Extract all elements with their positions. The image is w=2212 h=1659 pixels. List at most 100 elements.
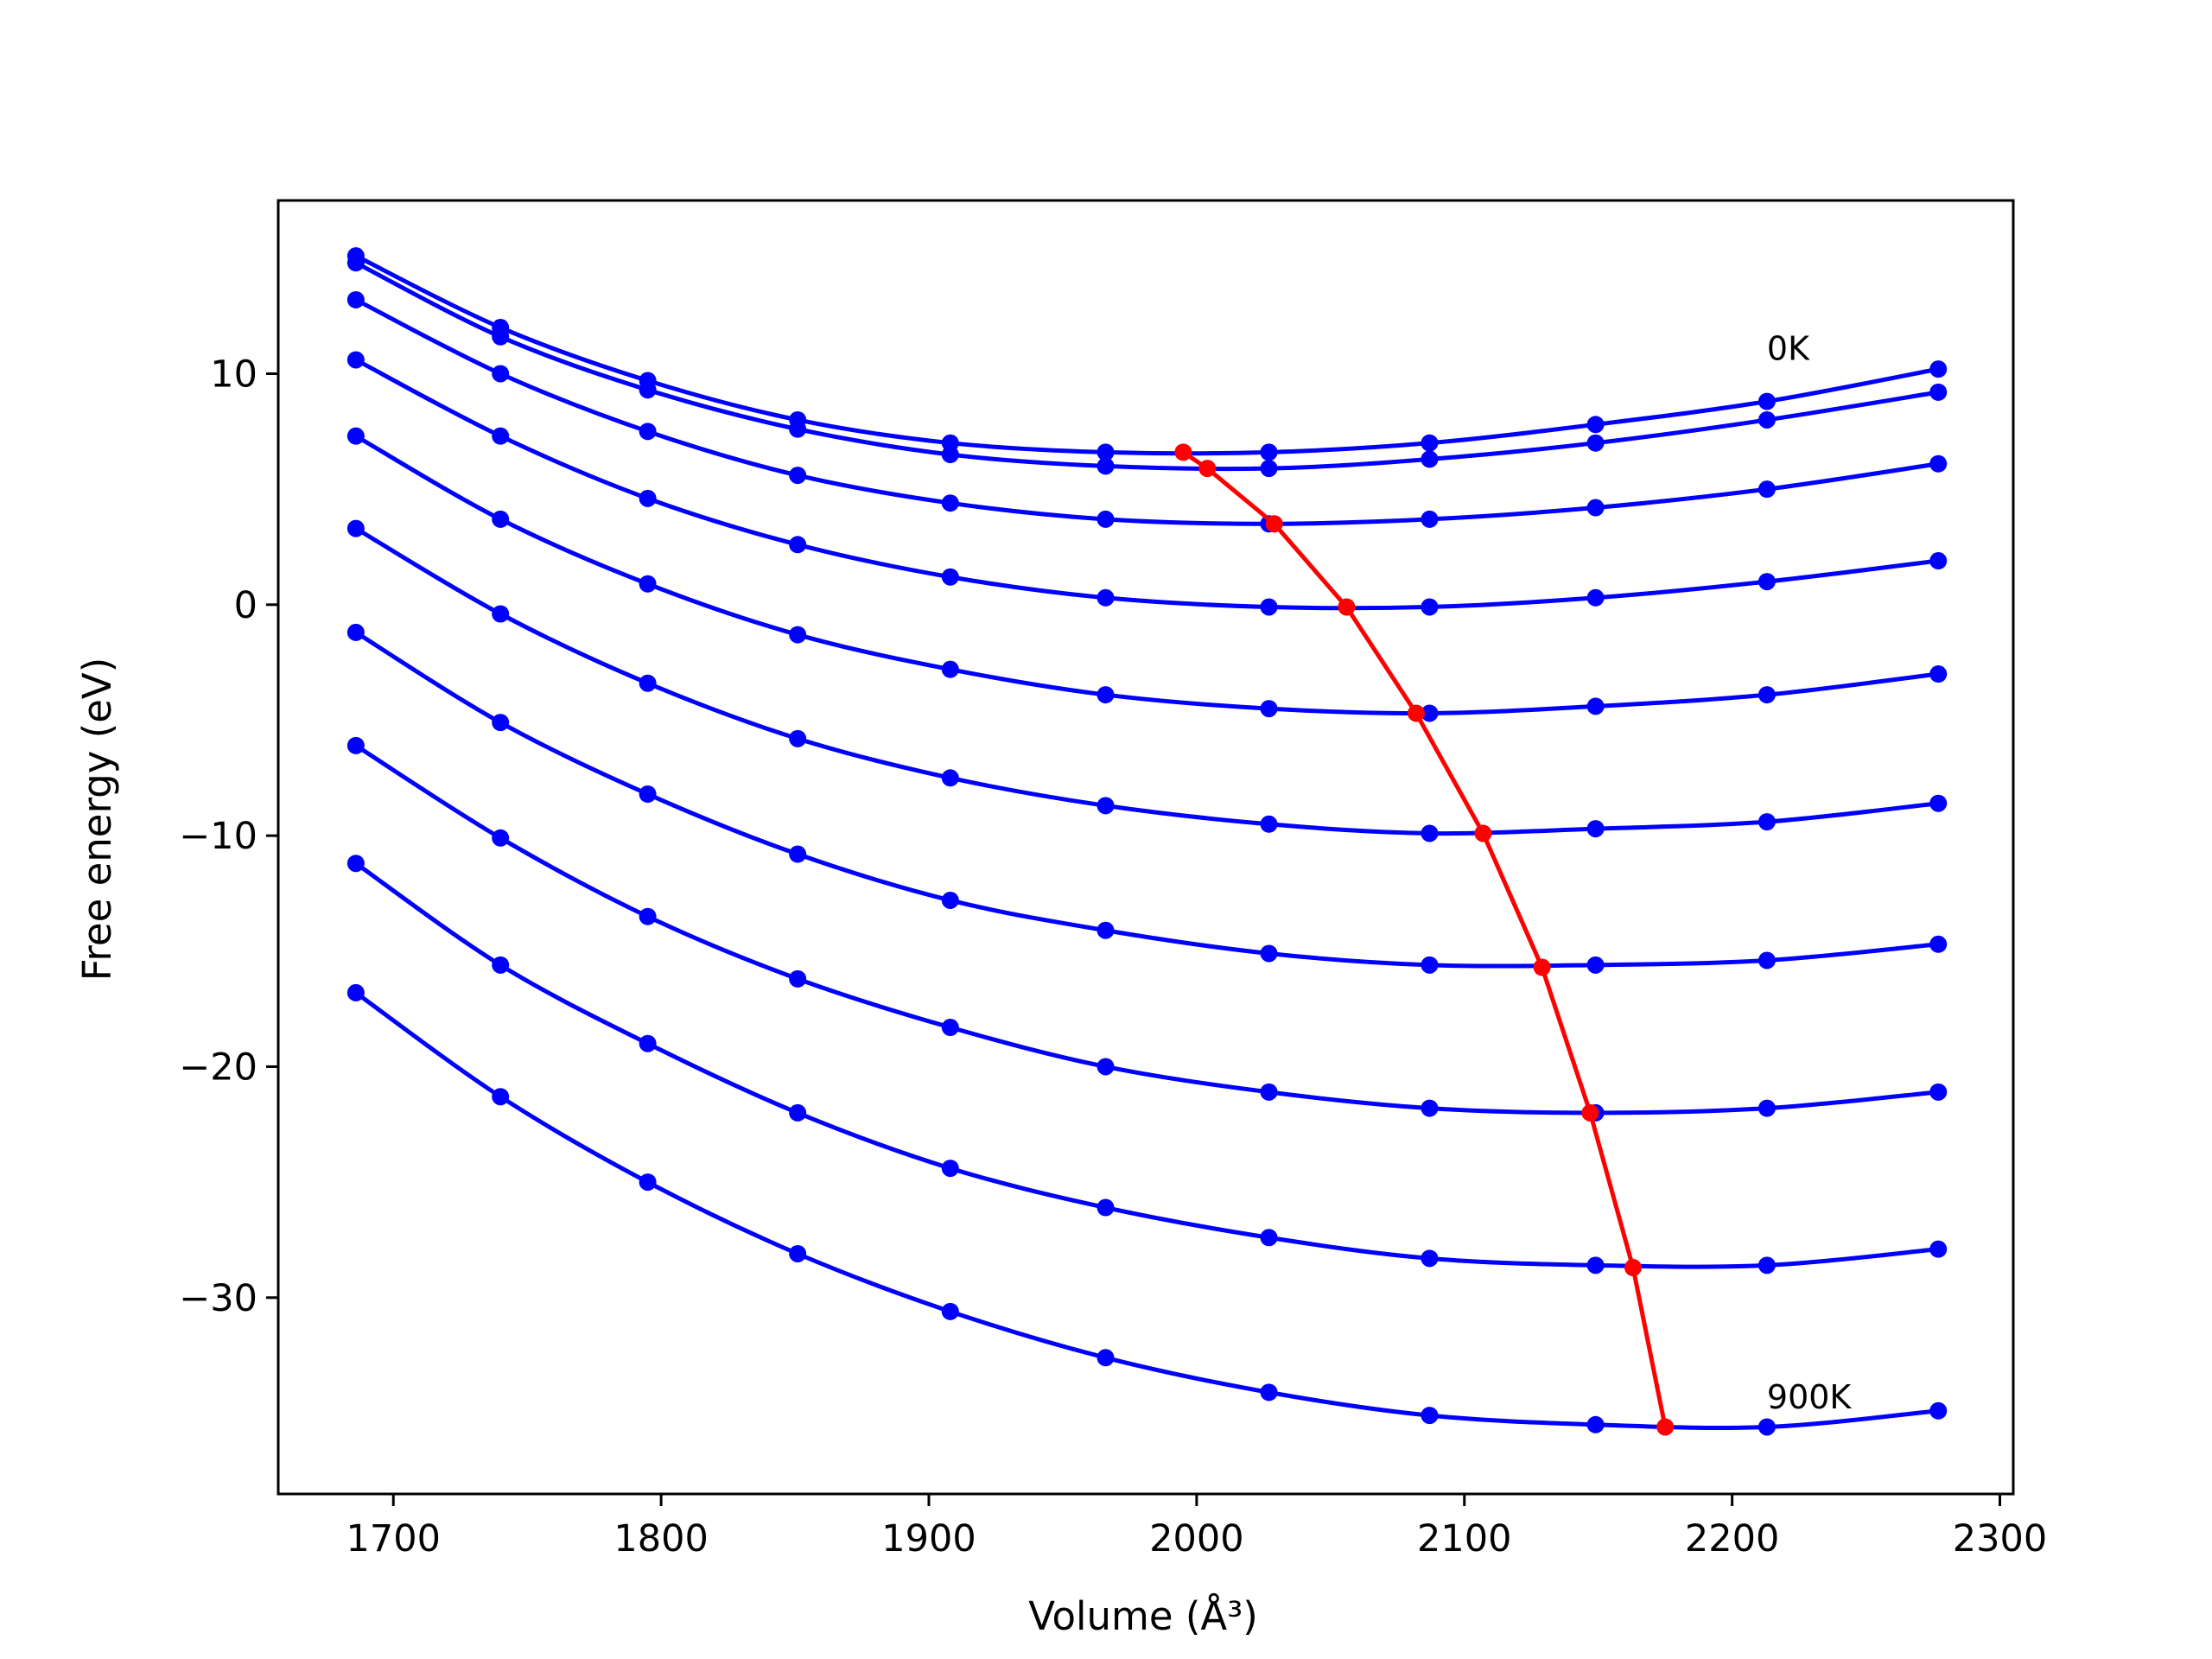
curve-point: [346, 519, 365, 537]
curve-series-8: [346, 855, 1948, 1274]
curve-point: [492, 829, 510, 847]
curve-point: [1421, 1249, 1439, 1268]
curve-point: [789, 845, 807, 863]
annotation-group: 0K 900K: [1767, 329, 1853, 1416]
minima-point: [1338, 598, 1356, 616]
curve-point: [639, 785, 657, 804]
curve-point: [346, 254, 365, 272]
minima-series-group: [1174, 443, 1675, 1436]
y-tick-label: −20: [179, 1046, 257, 1089]
curve-point: [1260, 598, 1278, 616]
curve-series-0: [346, 247, 1948, 461]
minima-point: [1474, 824, 1492, 842]
curve-point: [1421, 824, 1439, 842]
curve-point: [1586, 956, 1605, 974]
curve-point: [1260, 460, 1278, 478]
curve-point: [1758, 392, 1776, 410]
curve-point: [1929, 1083, 1948, 1101]
axes-border: [276, 199, 2015, 1496]
curve-point: [1096, 1058, 1115, 1076]
curve-point: [1586, 1415, 1605, 1433]
curve-point: [1929, 794, 1948, 812]
curve-point: [492, 510, 510, 528]
minima-point: [1656, 1418, 1675, 1436]
curve-point: [639, 907, 657, 925]
curve-point: [492, 1088, 510, 1106]
minima-line: [1181, 450, 1668, 1427]
curve-point: [941, 1160, 959, 1178]
curve-point: [1758, 1099, 1776, 1117]
curve-point: [789, 626, 807, 644]
curve-point: [1758, 573, 1776, 591]
curve-point: [941, 446, 959, 464]
curve-point: [1758, 480, 1776, 499]
curve-series-1: [346, 254, 1948, 478]
curve-point: [1421, 1099, 1439, 1117]
curve-point: [1758, 1418, 1776, 1436]
curve-point: [346, 983, 365, 1001]
curve-point: [492, 327, 510, 346]
curve-point: [789, 729, 807, 747]
curve-point: [1929, 665, 1948, 683]
curve-series-5: [346, 519, 1948, 842]
minima-point: [1174, 443, 1192, 461]
x-axis-label: Volume (Å³): [1028, 1593, 1258, 1639]
curve-point: [1929, 1402, 1948, 1420]
curve-point: [1096, 921, 1115, 939]
curve-point: [492, 427, 510, 445]
annotation-label: 900K: [1767, 1378, 1853, 1416]
curve-point: [639, 489, 657, 507]
curve-point: [1421, 510, 1439, 528]
curve-point: [1929, 1240, 1948, 1258]
curve-point: [1421, 598, 1439, 616]
curve-point: [346, 623, 365, 641]
curve-point: [1586, 697, 1605, 715]
curve-point: [1096, 686, 1115, 704]
curve-point: [1758, 686, 1776, 704]
curve-point: [1096, 1198, 1115, 1217]
minima-point: [1581, 1103, 1599, 1122]
x-axis-ticks: 1700 1800 1900 2000 2100 2200 2300: [346, 1494, 2047, 1560]
curve-point: [1096, 797, 1115, 815]
curve-point: [941, 769, 959, 787]
minima-point: [1407, 704, 1425, 722]
curve-point: [1096, 588, 1115, 607]
y-axis-ticks: 10 0 −10 −20 −30: [179, 353, 278, 1320]
curve-point: [639, 381, 657, 399]
curve-point: [789, 1244, 807, 1262]
x-tick-label: 2300: [1953, 1517, 2047, 1560]
curve-point: [1758, 813, 1776, 831]
curve-point: [1586, 416, 1605, 434]
curve-point: [1929, 552, 1948, 570]
curve-point: [1260, 700, 1278, 718]
curve-point: [1260, 944, 1278, 963]
curve-point: [1421, 434, 1439, 452]
curve-series-group: [346, 247, 1948, 1436]
curve-point: [346, 290, 365, 308]
curve-point: [346, 855, 365, 873]
curve-point: [1421, 1407, 1439, 1425]
x-tick-label: 2100: [1417, 1517, 1511, 1560]
y-axis-label: Free energy (eV): [74, 658, 120, 981]
curve-point: [639, 674, 657, 692]
minima-point: [1624, 1259, 1642, 1277]
curve-point: [941, 494, 959, 512]
curve-series-7: [346, 736, 1948, 1122]
minima-point: [1265, 515, 1283, 533]
curve-point: [1586, 499, 1605, 517]
y-tick-label: −30: [179, 1277, 257, 1320]
x-tick-label: 1800: [613, 1517, 708, 1560]
curve-point: [1758, 951, 1776, 969]
curve-point: [1096, 1349, 1115, 1367]
curve-point: [789, 420, 807, 438]
x-tick-label: 1900: [881, 1517, 976, 1560]
curve-point: [346, 427, 365, 445]
curve-point: [492, 956, 510, 974]
minima-point: [1533, 958, 1551, 976]
curve-point: [789, 969, 807, 988]
curve-point: [1096, 457, 1115, 475]
curve-point: [1758, 1256, 1776, 1274]
curve-point: [1929, 383, 1948, 401]
